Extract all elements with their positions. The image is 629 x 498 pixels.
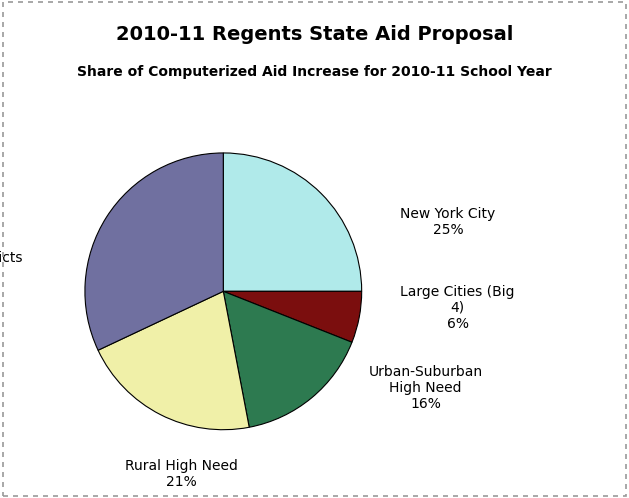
Text: All Other Districts
32%: All Other Districts 32% bbox=[0, 251, 23, 281]
Wedge shape bbox=[98, 291, 249, 430]
Text: New York City
25%: New York City 25% bbox=[401, 207, 496, 237]
Text: Share of Computerized Aid Increase for 2010-11 School Year: Share of Computerized Aid Increase for 2… bbox=[77, 65, 552, 79]
Text: Rural High Need
21%: Rural High Need 21% bbox=[125, 459, 238, 489]
Text: 2010-11 Regents State Aid Proposal: 2010-11 Regents State Aid Proposal bbox=[116, 25, 513, 44]
Wedge shape bbox=[223, 291, 362, 342]
Wedge shape bbox=[223, 153, 362, 291]
Text: Urban-Suburban
High Need
16%: Urban-Suburban High Need 16% bbox=[369, 365, 482, 411]
Wedge shape bbox=[85, 153, 223, 350]
Text: Large Cities (Big
4)
6%: Large Cities (Big 4) 6% bbox=[401, 285, 515, 331]
Wedge shape bbox=[223, 291, 352, 427]
